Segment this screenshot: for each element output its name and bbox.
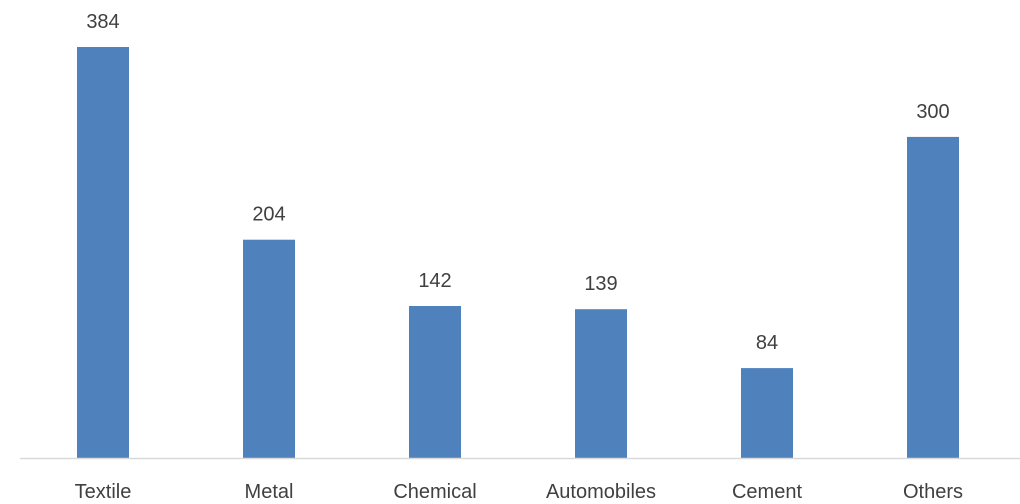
category-label-automobiles: Automobiles (546, 481, 656, 503)
value-label-cement: 84 (756, 332, 778, 354)
bar-others (907, 136, 959, 458)
category-label-cement: Cement (732, 481, 802, 503)
category-labels-layer: Textile Metal Chemical Automobiles Cement Oth… (75, 481, 963, 503)
value-label-chemical: 142 (418, 270, 451, 292)
category-label-chemical: Chemical (393, 481, 476, 503)
bars-layer (77, 47, 959, 458)
category-label-metal: Metal (245, 481, 294, 503)
value-label-automobiles: 139 (584, 273, 617, 295)
bar-automobiles (575, 309, 627, 458)
bar-metal (243, 239, 295, 458)
bar-chemical (409, 306, 461, 458)
value-label-others: 300 (916, 101, 949, 123)
bar-textile (77, 47, 129, 458)
value-labels-layer: 384 204 142 139 84 300 (86, 11, 949, 354)
value-label-textile: 384 (86, 11, 119, 33)
category-label-textile: Textile (75, 481, 132, 503)
category-label-others: Others (903, 481, 963, 503)
value-label-metal: 204 (252, 204, 285, 226)
bar-cement (741, 368, 793, 458)
